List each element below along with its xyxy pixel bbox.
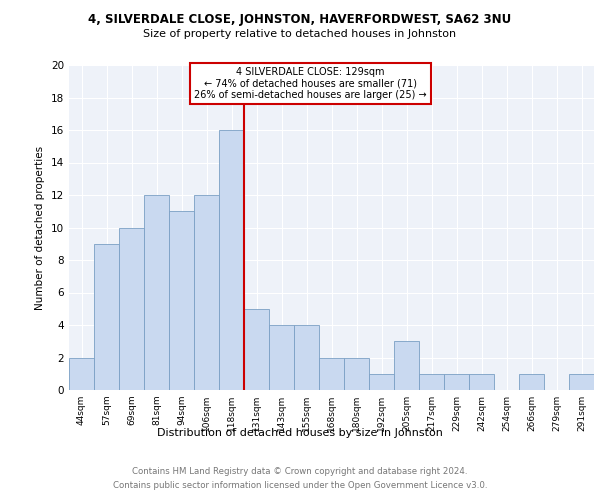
Bar [219,130,244,390]
Bar [119,228,144,390]
Bar [419,374,444,390]
Text: Distribution of detached houses by size in Johnston: Distribution of detached houses by size … [157,428,443,438]
Bar [144,195,169,390]
Bar [394,341,419,390]
Bar [569,374,594,390]
Bar [194,195,219,390]
Y-axis label: Number of detached properties: Number of detached properties [35,146,46,310]
Text: Contains HM Land Registry data © Crown copyright and database right 2024.: Contains HM Land Registry data © Crown c… [132,468,468,476]
Bar [519,374,544,390]
Bar [169,211,194,390]
Text: Size of property relative to detached houses in Johnston: Size of property relative to detached ho… [143,29,457,39]
Text: 4, SILVERDALE CLOSE, JOHNSTON, HAVERFORDWEST, SA62 3NU: 4, SILVERDALE CLOSE, JOHNSTON, HAVERFORD… [88,12,512,26]
Bar [319,358,344,390]
Text: 4 SILVERDALE CLOSE: 129sqm
← 74% of detached houses are smaller (71)
26% of semi: 4 SILVERDALE CLOSE: 129sqm ← 74% of deta… [194,66,427,100]
Bar [94,244,119,390]
Bar [244,308,269,390]
Bar [369,374,394,390]
Bar [294,325,319,390]
Bar [269,325,294,390]
Text: Contains public sector information licensed under the Open Government Licence v3: Contains public sector information licen… [113,481,487,490]
Bar [469,374,494,390]
Bar [69,358,94,390]
Bar [444,374,469,390]
Bar [344,358,369,390]
